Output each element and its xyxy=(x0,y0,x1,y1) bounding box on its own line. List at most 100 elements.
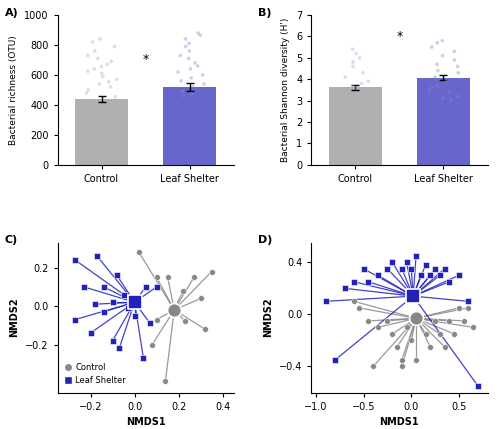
Point xyxy=(434,67,442,74)
Point xyxy=(208,268,216,275)
Point xyxy=(84,52,92,59)
Point xyxy=(350,102,358,109)
Point xyxy=(91,301,99,308)
Point xyxy=(350,91,358,98)
Point xyxy=(402,259,410,266)
Point xyxy=(177,78,185,85)
Point xyxy=(426,344,434,350)
Point xyxy=(196,32,204,39)
Point xyxy=(426,87,434,94)
Point xyxy=(336,104,344,111)
Point xyxy=(341,74,349,81)
Text: A): A) xyxy=(4,8,18,18)
Point xyxy=(374,324,382,331)
Y-axis label: NMDS2: NMDS2 xyxy=(10,298,20,338)
Point xyxy=(111,93,119,100)
Point xyxy=(352,50,360,57)
Text: *: * xyxy=(142,53,148,66)
Point xyxy=(355,305,363,311)
Point xyxy=(431,74,439,81)
Point xyxy=(130,299,138,306)
Point xyxy=(182,36,190,42)
Text: B): B) xyxy=(258,8,272,18)
Point xyxy=(439,95,447,102)
Point xyxy=(447,97,455,104)
Point xyxy=(349,59,357,66)
Point xyxy=(360,266,368,272)
Point xyxy=(398,363,406,370)
Point xyxy=(152,284,160,290)
Point xyxy=(104,78,112,85)
X-axis label: NMDS1: NMDS1 xyxy=(380,417,419,427)
Point xyxy=(474,383,482,390)
Point xyxy=(464,305,472,311)
Point xyxy=(347,93,355,100)
Point xyxy=(434,76,442,83)
Point xyxy=(409,293,417,299)
Point xyxy=(185,40,193,47)
Point xyxy=(417,272,425,279)
Point xyxy=(179,287,187,294)
Point xyxy=(99,73,107,80)
Point xyxy=(164,274,172,281)
Point xyxy=(364,317,372,324)
Point xyxy=(162,378,170,384)
Point xyxy=(100,284,108,290)
Point xyxy=(106,84,114,91)
Bar xyxy=(75,99,128,165)
Point xyxy=(86,329,94,336)
Point xyxy=(388,330,396,337)
Point xyxy=(433,61,441,68)
Point xyxy=(200,81,208,88)
Point xyxy=(408,337,416,344)
Point xyxy=(93,253,101,260)
Point xyxy=(348,82,356,89)
Point xyxy=(358,87,366,94)
Point xyxy=(91,48,99,54)
Point xyxy=(184,55,192,62)
Point xyxy=(438,52,446,59)
Point xyxy=(94,55,102,62)
Point xyxy=(349,63,357,70)
Point xyxy=(108,299,116,306)
Point xyxy=(340,285,348,292)
Point xyxy=(142,284,150,290)
Y-axis label: Bacterial richness (OTU): Bacterial richness (OTU) xyxy=(10,35,18,145)
Point xyxy=(71,316,79,323)
Legend: Control, Leaf Shelter: Control, Leaf Shelter xyxy=(62,360,129,388)
Point xyxy=(412,315,420,322)
Point xyxy=(454,69,462,76)
Point xyxy=(412,252,420,259)
Point xyxy=(130,312,138,319)
Point xyxy=(398,266,406,272)
Point xyxy=(434,39,442,46)
Point xyxy=(98,63,106,70)
Point xyxy=(364,278,372,285)
Point xyxy=(431,317,439,324)
Point xyxy=(96,81,104,88)
Point xyxy=(98,70,106,77)
Point xyxy=(107,58,115,65)
Point xyxy=(455,305,463,311)
Point xyxy=(393,344,401,350)
Point xyxy=(194,30,202,36)
Point xyxy=(422,261,430,268)
Point xyxy=(436,272,444,279)
Bar xyxy=(163,87,216,165)
Point xyxy=(191,60,199,66)
Point xyxy=(412,356,420,363)
Point xyxy=(201,326,209,332)
Point xyxy=(84,68,92,75)
Point xyxy=(438,37,446,44)
Point xyxy=(190,274,198,281)
Point xyxy=(440,266,448,272)
Point xyxy=(140,354,147,361)
Point xyxy=(450,57,458,63)
Point xyxy=(196,295,204,302)
Point xyxy=(369,363,377,370)
Point xyxy=(84,87,92,94)
Point xyxy=(428,44,436,51)
Bar xyxy=(329,88,382,165)
Point xyxy=(198,72,206,79)
X-axis label: NMDS1: NMDS1 xyxy=(126,417,166,427)
